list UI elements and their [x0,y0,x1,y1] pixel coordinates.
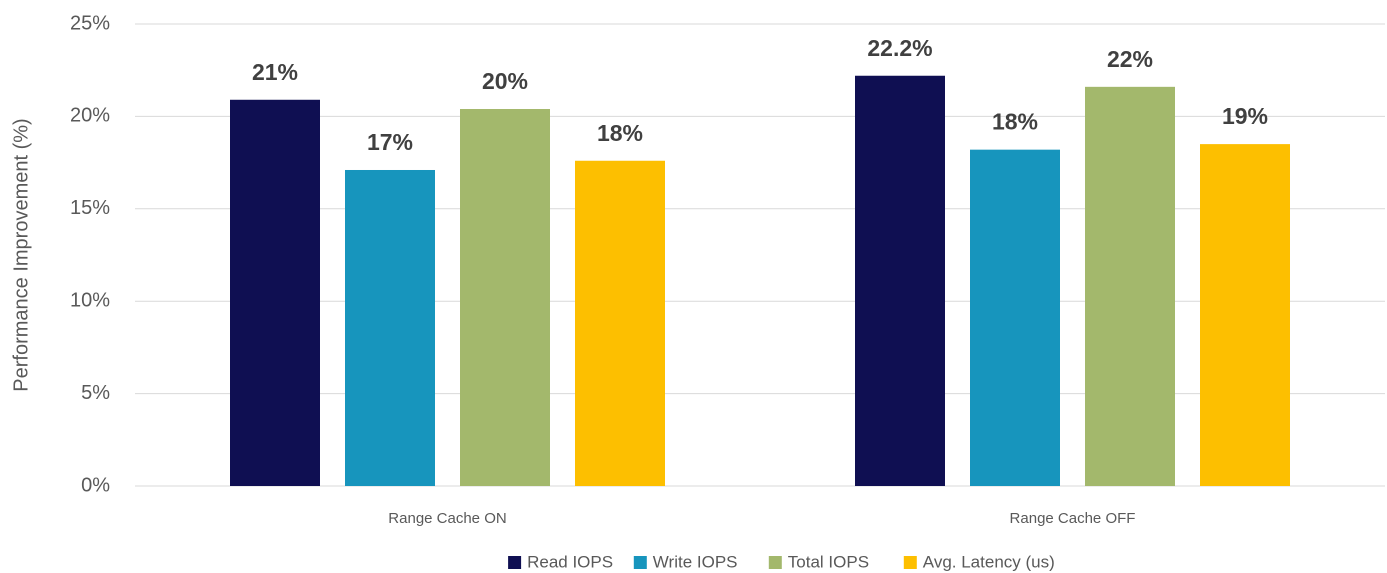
legend-label: Read IOPS [527,552,613,571]
bar [460,109,550,487]
data-label: 20% [482,68,528,94]
data-label: 22% [1107,46,1153,72]
bar [230,99,320,486]
data-label: 21% [252,59,298,85]
legend-swatch [633,556,647,569]
legend-swatch [508,556,522,569]
y-tick-label: 25% [70,12,110,34]
data-label: 22.2% [867,35,932,61]
data-label: 17% [367,129,413,155]
bar [1085,86,1175,486]
y-tick-label: 0% [81,474,110,496]
y-tick-label: 15% [70,197,110,219]
data-label: 18% [992,109,1038,135]
x-tick-label: Range Cache ON [388,510,506,527]
legend-label: Avg. Latency (us) [923,552,1055,571]
legend-swatch [768,556,782,569]
legend-label: Write IOPS [653,552,738,571]
data-label: 18% [597,120,643,146]
legend-label: Total IOPS [788,552,869,571]
y-axis-title: Performance Improvement (%) [10,118,32,391]
bar [855,75,945,486]
y-tick-label: 10% [70,289,110,311]
x-tick-label: Range Cache OFF [1010,510,1136,527]
bar [345,169,435,486]
legend-swatch [903,556,917,569]
bar [970,149,1060,486]
y-tick-label: 20% [70,105,110,127]
data-label: 19% [1222,103,1268,129]
bar [1200,144,1290,486]
y-tick-label: 5% [81,382,110,404]
bar [575,160,665,486]
